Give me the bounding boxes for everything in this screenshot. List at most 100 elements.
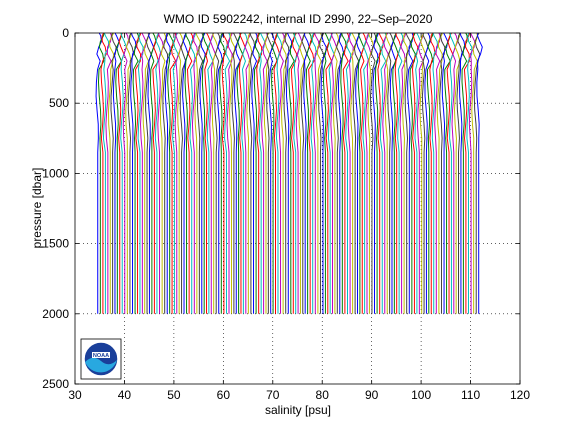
profile-trace xyxy=(169,32,177,314)
profile-trace xyxy=(172,32,179,314)
profile-trace xyxy=(337,32,345,314)
profile-trace xyxy=(342,32,350,314)
profile-trace xyxy=(280,32,288,314)
profile-trace xyxy=(461,32,468,314)
profile-trace xyxy=(256,32,263,314)
profile-trace xyxy=(243,32,251,314)
profile-trace xyxy=(290,32,298,314)
profile-trace xyxy=(216,32,224,314)
profile-trace xyxy=(142,32,150,314)
profile-trace xyxy=(140,32,147,314)
profile-trace xyxy=(145,32,152,314)
profile-trace xyxy=(441,32,449,314)
profile-trace xyxy=(107,32,115,314)
profile-trace xyxy=(308,32,315,314)
profile-trace xyxy=(105,32,112,314)
profile-trace xyxy=(468,32,476,314)
profile-trace xyxy=(335,32,342,314)
profile-trace xyxy=(199,32,206,314)
profile-trace xyxy=(325,32,333,314)
profile-trace xyxy=(471,32,478,314)
profile-trace xyxy=(369,32,377,314)
profile-trace xyxy=(300,32,308,314)
profile-trace xyxy=(409,32,416,314)
profile-trace xyxy=(120,32,127,314)
profile-trace xyxy=(364,32,372,314)
profile-trace xyxy=(295,32,303,314)
y-tick-label: 1000 xyxy=(42,166,69,180)
profile-trace xyxy=(387,32,394,314)
profile-trace xyxy=(110,32,117,314)
profile-trace xyxy=(416,32,424,314)
profile-trace xyxy=(115,32,123,314)
profile-trace xyxy=(429,32,436,314)
profile-trace xyxy=(253,32,261,314)
profile-trace xyxy=(229,32,236,314)
profile-trace xyxy=(159,32,166,314)
chart-title: WMO ID 5902242, internal ID 2990, 22–Sep… xyxy=(164,12,433,26)
profile-trace xyxy=(206,32,214,314)
profile-trace xyxy=(439,32,446,314)
profile-trace xyxy=(258,32,266,314)
profile-trace xyxy=(273,32,281,314)
profile-trace xyxy=(167,32,174,314)
profile-trace xyxy=(318,32,325,314)
profile-trace xyxy=(182,32,189,314)
profile-trace xyxy=(97,32,105,314)
profile-trace xyxy=(266,32,273,314)
profile-trace xyxy=(137,32,144,314)
profile-trace xyxy=(127,32,135,314)
profile-trace xyxy=(419,32,427,314)
profile-trace xyxy=(374,32,381,314)
profile-trace xyxy=(444,32,451,314)
profile-trace xyxy=(162,32,169,314)
profile-trace xyxy=(310,32,317,314)
y-tick-label: 2500 xyxy=(42,377,69,391)
profile-trace xyxy=(434,32,441,314)
profile-trace xyxy=(446,32,454,314)
profile-trace xyxy=(117,32,125,314)
profile-trace xyxy=(135,32,142,314)
profile-trace xyxy=(350,32,357,314)
profile-trace xyxy=(246,32,253,314)
profile-trace xyxy=(132,32,139,314)
profile-trace xyxy=(194,32,201,314)
profile-trace xyxy=(357,32,365,314)
plot-area xyxy=(75,33,520,384)
profile-trace xyxy=(466,32,473,314)
profile-trace xyxy=(209,32,216,314)
profile-trace xyxy=(399,32,407,314)
profile-trace xyxy=(226,32,233,314)
noaa-logo: NOAA xyxy=(80,338,122,380)
profile-trace xyxy=(164,32,171,314)
x-tick-label: 50 xyxy=(167,388,181,402)
profile-trace xyxy=(456,32,464,314)
profile-trace xyxy=(179,32,187,314)
axes xyxy=(74,32,521,385)
profile-trace xyxy=(362,32,370,314)
profile-trace xyxy=(288,32,295,314)
profile-trace xyxy=(355,32,362,314)
profile-trace xyxy=(476,32,483,314)
profile-trace xyxy=(293,32,300,314)
profile-trace xyxy=(382,32,389,314)
profile-trace xyxy=(189,32,197,314)
profile-trace xyxy=(271,32,278,314)
profile-trace xyxy=(298,32,305,314)
y-tick-label: 1500 xyxy=(42,237,69,251)
profile-trace xyxy=(125,32,132,314)
logo-text: NOAA xyxy=(93,353,109,359)
profile-trace xyxy=(263,32,271,314)
profile-trace xyxy=(352,32,360,314)
profile-trace xyxy=(238,32,246,314)
profile-trace xyxy=(147,32,155,314)
axes-box xyxy=(74,32,521,385)
x-tick-label: 80 xyxy=(316,388,330,402)
profile-trace xyxy=(320,32,327,314)
x-tick-label: 40 xyxy=(118,388,132,402)
profile-trace xyxy=(384,32,392,314)
profile-trace xyxy=(313,32,320,314)
profile-trace xyxy=(404,32,411,314)
x-tick-label: 70 xyxy=(266,388,280,402)
